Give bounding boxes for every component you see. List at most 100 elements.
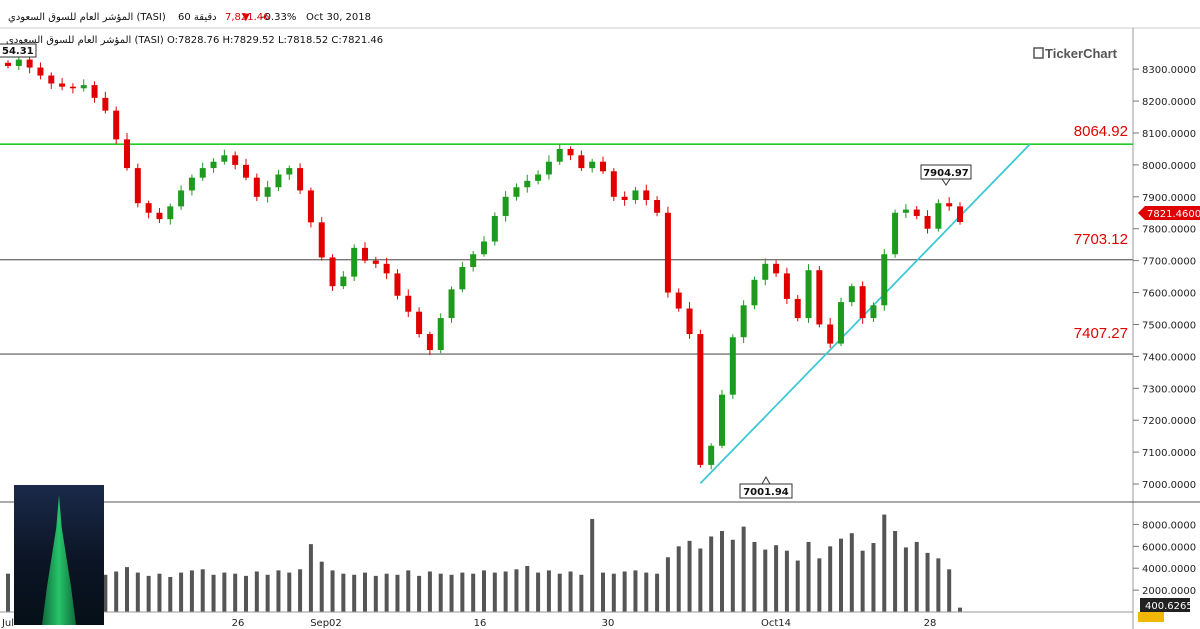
current-price-marker: 7821.4600 <box>1138 206 1200 220</box>
volume-bar <box>644 572 649 612</box>
instrument-title: المؤشر العام للسوق السعودي (TASI) <box>8 12 166 23</box>
candle-body <box>426 334 433 350</box>
volume-tick-label: 2000.0000 <box>1142 586 1196 597</box>
price-tick-label: 7200.0000 <box>1142 416 1196 427</box>
candle-body <box>935 203 942 229</box>
volume-bar <box>633 570 638 612</box>
volume-bar <box>373 575 378 612</box>
volume-bar <box>503 571 508 612</box>
volume-bar <box>492 572 497 612</box>
candle-body <box>481 241 487 255</box>
volume-bar <box>709 536 714 612</box>
candle-body <box>751 279 758 306</box>
candle-body <box>80 85 87 89</box>
volume-bar <box>384 573 389 612</box>
time-axis: Jul 26 Sep02 16 30 Oct14 28 <box>1 618 936 629</box>
candle-body <box>134 168 141 204</box>
price-tick-label: 7300.0000 <box>1142 384 1196 395</box>
candle-body <box>232 155 239 165</box>
candle-body <box>881 254 888 306</box>
volume-bar <box>958 607 962 612</box>
svg-text:7821.4600: 7821.4600 <box>1147 209 1200 220</box>
candle-body <box>491 215 498 242</box>
volume-bar <box>157 573 162 612</box>
volume-bar <box>265 574 270 612</box>
candle-body <box>91 85 98 98</box>
candle-body <box>307 190 314 223</box>
candle-body <box>621 196 628 200</box>
candle-body <box>589 161 596 169</box>
time-tick-label: Oct14 <box>761 618 791 629</box>
volume-bar <box>460 572 465 612</box>
price-tick-label: 7400.0000 <box>1142 352 1196 363</box>
volume-bar <box>298 569 303 612</box>
candle-body <box>124 139 130 169</box>
candle-body <box>697 334 704 465</box>
volume-bar <box>125 567 129 612</box>
candle-body <box>794 298 801 319</box>
volume-tick-label: 8000.0000 <box>1142 520 1196 531</box>
volume-bar <box>774 545 779 612</box>
last-price: 7,821.46 <box>225 12 270 23</box>
price-axis: 8300.0000 8200.0000 8100.0000 8000.0000 7900… <box>1133 65 1196 491</box>
price-tick-label: 7500.0000 <box>1142 320 1196 331</box>
svg-text:7001.94: 7001.94 <box>743 487 789 498</box>
candle-body <box>178 190 185 207</box>
candle-body <box>416 311 423 335</box>
candle-body <box>362 247 368 261</box>
candle-body <box>405 295 412 312</box>
candle-body <box>816 270 823 325</box>
volume-bar <box>817 558 822 612</box>
candle-body <box>145 203 152 213</box>
candle-body <box>773 263 780 274</box>
candle-body <box>329 257 336 287</box>
volume-bar <box>936 558 941 612</box>
candle-body <box>675 292 682 309</box>
volume-tick-label: 4000.0000 <box>1142 564 1196 575</box>
candle-body <box>102 97 109 111</box>
price-tick-label: 8100.0000 <box>1142 129 1196 140</box>
candle-body <box>318 222 325 258</box>
volume-bar <box>471 573 476 612</box>
volume-bar <box>752 541 757 612</box>
price-tick-label: 7900.0000 <box>1142 193 1196 204</box>
thumbnail-image <box>14 485 104 625</box>
volume-tick-label: 6000.0000 <box>1142 542 1196 553</box>
candle-body <box>15 59 22 66</box>
candle-body <box>188 177 195 191</box>
volume-bar <box>482 570 486 612</box>
volume-bar <box>395 574 400 612</box>
time-tick-label: Jul <box>1 618 14 629</box>
candle-body <box>805 270 812 319</box>
time-tick-label: 26 <box>232 618 245 629</box>
candle-body <box>372 260 379 264</box>
volume-bar <box>903 547 908 612</box>
candle-body <box>502 196 509 216</box>
volume-bar <box>601 572 605 612</box>
candle-body <box>556 148 563 162</box>
candle-body <box>870 305 877 319</box>
volume-bar <box>676 546 681 612</box>
candle-body <box>686 308 693 335</box>
volume-bar <box>860 550 865 612</box>
candle-body <box>275 174 282 188</box>
candle-body <box>859 286 866 319</box>
time-tick-label: Sep02 <box>310 618 342 629</box>
volume-bar <box>287 572 292 612</box>
candle-body <box>221 155 228 162</box>
candle-body <box>545 161 552 175</box>
volume-bar <box>135 572 140 612</box>
interval-label[interactable]: 60 دقيقة <box>178 12 217 23</box>
price-tick-label: 7000.0000 <box>1142 480 1196 491</box>
volume-bar <box>319 561 324 612</box>
volume-bar <box>189 570 194 612</box>
volume-bar <box>763 549 768 612</box>
svg-text:54.31: 54.31 <box>2 46 34 57</box>
volume-bar <box>893 530 898 612</box>
candle-body <box>913 209 920 216</box>
candle-body <box>59 83 66 87</box>
volume-bar <box>341 573 346 612</box>
candle-body <box>264 187 271 197</box>
volume-bar <box>914 541 919 612</box>
middle-level-label: 7703.12 <box>1074 231 1128 248</box>
